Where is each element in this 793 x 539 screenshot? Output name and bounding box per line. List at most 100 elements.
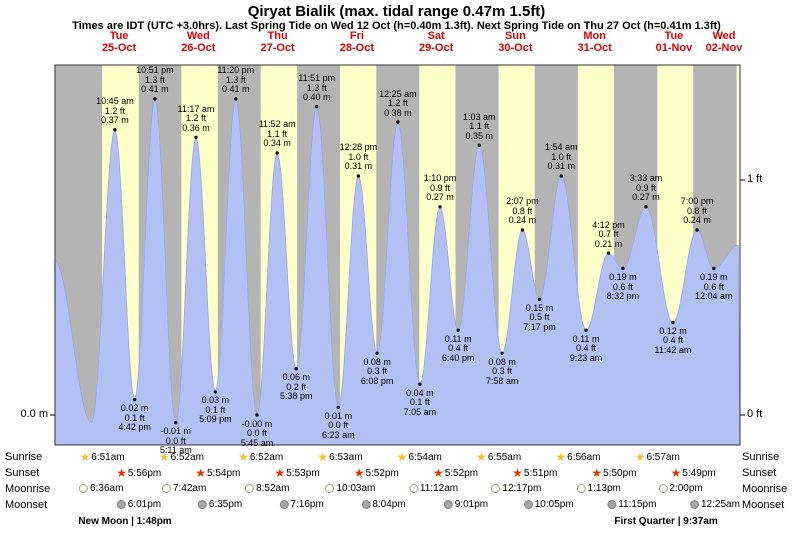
moonset-icon xyxy=(607,500,617,509)
tide-extreme-dot xyxy=(671,320,675,325)
tide-extreme-dot xyxy=(520,228,525,232)
event-time: 6:36am xyxy=(90,483,124,494)
event-time: 6:57am xyxy=(646,451,680,463)
tide-extreme-dot xyxy=(194,135,198,140)
moonrise-icon xyxy=(79,484,89,493)
moonrise-event: 1:13pm xyxy=(576,483,621,494)
tide-low-label: 0.19 m 0.6 ft 8:32 pm xyxy=(606,272,640,301)
tide-low-label: 0.03 m 0.1 ft 5:09 pm xyxy=(199,395,232,425)
tide-high-label: 11:52 am 1.1 ft 0.34 m xyxy=(258,119,296,149)
row-label-left-sunset: Sunset xyxy=(5,467,40,479)
tide-low-label: 0.11 m 0.4 ft 9:23 am xyxy=(569,333,603,363)
tide-extreme-dot xyxy=(294,367,298,371)
tide-high-label: 4:12 pm 0.7 ft 0.21 m xyxy=(592,219,625,249)
event-time: 9:01pm xyxy=(454,499,489,510)
event-time: 6:55am xyxy=(487,451,522,463)
event-time: 5:49pm xyxy=(682,467,716,479)
moonset-icon xyxy=(197,500,207,509)
tide-extreme-dot xyxy=(255,413,259,417)
row-label-right-sunset: Sunset xyxy=(742,467,777,479)
event-time: 5:52pm xyxy=(444,467,479,479)
tide-high-label: 7:00 pm 0.8 ft 0.24 m xyxy=(680,196,714,226)
tide-high-label: 12:28 pm 1.0 ft 0.31 m xyxy=(339,142,378,172)
day-label-wed-02-nov: Wed 02-Nov xyxy=(705,30,743,54)
tide-low-label: 0.04 m 0.1 ft 7:05 am xyxy=(403,387,437,417)
moon-phase-label: First Quarter | 9:37am xyxy=(614,516,718,527)
tide-low-label: -0.01 m 0.0 ft 5:11 am xyxy=(159,426,192,456)
sunrise-event: ★ 6:56am xyxy=(555,451,600,463)
event-time: 12:17pm xyxy=(502,483,542,494)
tide-extreme-dot xyxy=(621,266,625,271)
row-label-right-moonset: Moonset xyxy=(742,499,785,511)
tide-extreme-dot xyxy=(213,390,218,394)
moonset-icon xyxy=(279,500,289,509)
tide-extreme-dot xyxy=(418,382,422,386)
sunrise-star-icon: ★ xyxy=(555,450,567,464)
sunset-star-icon: ★ xyxy=(116,466,127,480)
tide-low-label: 0.12 m 0.4 ft 11:42 am xyxy=(654,325,692,355)
day-label-sun-30-oct: Sun 30-Oct xyxy=(498,30,533,54)
event-time: 10:03am xyxy=(336,483,376,494)
sunset-event: ★ 5:50pm xyxy=(591,467,636,479)
moonrise-icon xyxy=(491,484,501,493)
moonrise-event: 11:12am xyxy=(408,483,458,494)
tide-extreme-dot xyxy=(275,151,279,155)
sunset-star-icon: ★ xyxy=(670,466,682,480)
page-subtitle: Times are IDT (UTC +3.0hrs). Last Spring… xyxy=(72,20,721,32)
day-label-thu-27-oct: Thu 27-Oct xyxy=(260,30,295,54)
sunrise-event: ★ 6:52am xyxy=(159,451,204,463)
moonset-icon xyxy=(116,500,126,509)
moonset-event: 9:01pm xyxy=(443,499,489,510)
sunrise-event: ★ 6:54am xyxy=(397,451,442,463)
event-time: 5:53pm xyxy=(286,467,320,479)
sunset-event: ★ 5:56pm xyxy=(116,467,161,479)
event-time: 6:35pm xyxy=(208,499,243,510)
tide-low-label: 0.11 m 0.4 ft 6:40 pm xyxy=(441,333,475,363)
sunset-event: ★ 5:54pm xyxy=(195,467,240,479)
day-label-tue-25-oct: Tue 25-Oct xyxy=(101,30,137,54)
sunrise-event: ★ 6:55am xyxy=(476,451,521,463)
sunset-star-icon: ★ xyxy=(432,466,444,480)
moonrise-icon xyxy=(161,484,171,493)
sunset-star-icon: ★ xyxy=(195,466,207,480)
event-time: 8:52am xyxy=(256,483,290,494)
moonrise-icon xyxy=(658,484,668,493)
moonrise-event: 2:00pm xyxy=(658,483,703,494)
sunrise-star-icon: ★ xyxy=(317,450,329,464)
tide-extreme-dot xyxy=(132,397,137,402)
event-time: 6:56am xyxy=(567,451,601,463)
row-label-right-moonrise: Moonrise xyxy=(742,483,788,495)
event-time: 6:52am xyxy=(249,451,284,463)
tide-high-label: 1:54 am 1.0 ft 0.31 m xyxy=(545,142,578,172)
event-time: 5:52pm xyxy=(365,467,399,479)
tide-extreme-dot xyxy=(113,128,117,132)
sunrise-star-icon: ★ xyxy=(158,450,170,464)
event-time: 7:16pm xyxy=(290,499,324,510)
tide-extreme-dot xyxy=(174,421,178,425)
moonrise-event: 6:36am xyxy=(79,483,123,494)
event-time: 8:04pm xyxy=(372,499,406,510)
chart-border xyxy=(54,64,741,446)
tide-high-label: 11:20 pm 1.3 ft 0.41 m xyxy=(217,65,255,95)
tide-extreme-dot xyxy=(712,266,716,271)
tide-extreme-dot xyxy=(315,104,319,109)
sunrise-star-icon: ★ xyxy=(476,450,487,464)
day-label-fri-28-oct: Fri 28-Oct xyxy=(339,30,374,54)
sunrise-star-icon: ★ xyxy=(238,450,249,464)
event-time: 6:01pm xyxy=(127,499,162,510)
tide-high-label: 10:51 pm 1.3 ft 0.41 m xyxy=(136,65,174,95)
tide-extreme-dot xyxy=(356,174,361,178)
tide-extreme-dot xyxy=(606,251,611,255)
tide-extreme-dot xyxy=(153,97,157,101)
moonrise-event: 8:52am xyxy=(245,483,289,494)
sunrise-star-icon: ★ xyxy=(79,450,91,464)
moonset-event: 7:16pm xyxy=(279,499,324,510)
tide-extreme-dot xyxy=(477,143,481,147)
tide-curve xyxy=(54,97,741,446)
moonset-event: 11:15pm xyxy=(607,499,656,510)
moonrise-icon xyxy=(408,484,418,493)
sunrise-event: ★ 6:51am xyxy=(80,451,125,463)
tide-low-label: 0.15 m 0.5 ft 7:17 pm xyxy=(523,302,556,332)
tide-extreme-dot xyxy=(234,97,238,101)
event-time: 6:54am xyxy=(408,451,442,463)
